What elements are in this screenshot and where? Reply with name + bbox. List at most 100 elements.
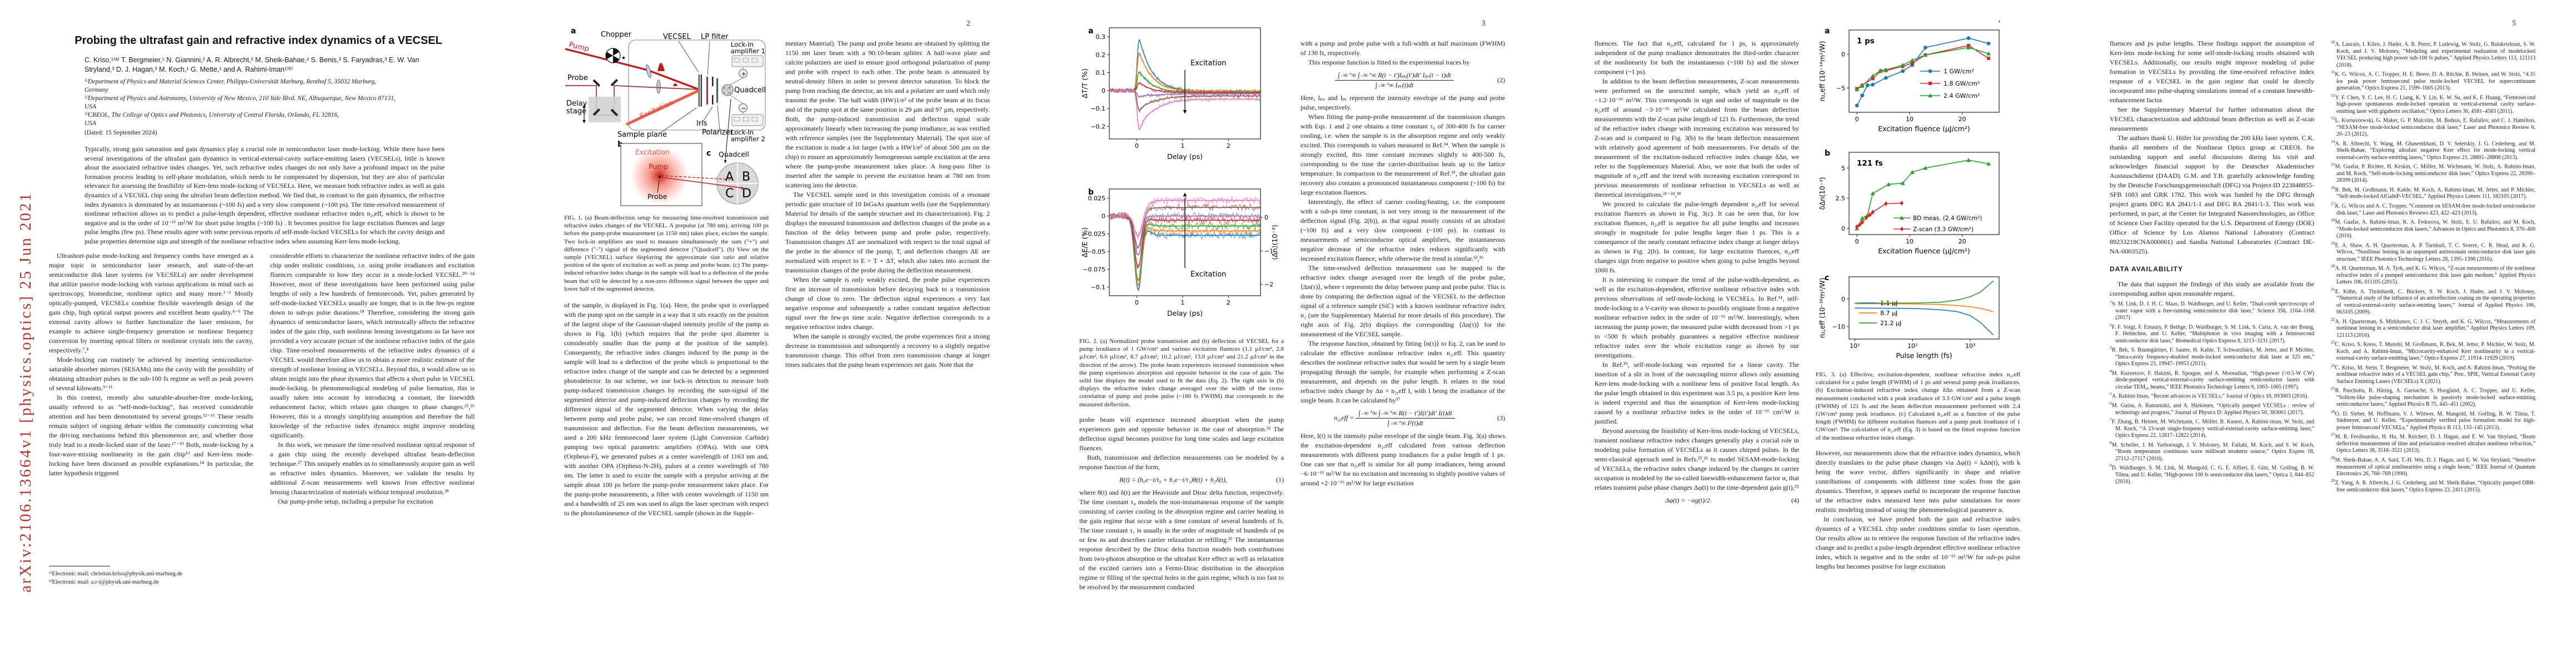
page-number: 3 bbox=[1482, 19, 1486, 27]
paragraph: In addition to the beam deflection measu… bbox=[1595, 77, 1799, 198]
svg-text:−0.2: −0.2 bbox=[1090, 123, 1105, 130]
svg-text:10³: 10³ bbox=[1965, 342, 1975, 350]
iris-bar bbox=[712, 77, 714, 86]
reference-entry: 19E. A. Shaw, A. H. Quarterman, A. P. Tu… bbox=[2331, 240, 2535, 262]
sum-node bbox=[739, 69, 748, 78]
svg-text:−5: −5 bbox=[1836, 84, 1845, 92]
affiliation-line: ¹⁾Department of Physics and Material Sci… bbox=[84, 78, 376, 85]
reference-entry: 16R. Bek, M. Großmann, H. Kahle, M. Koch… bbox=[2331, 185, 2535, 200]
minus-sign: − bbox=[741, 105, 746, 112]
svg-text:Excitation: Excitation bbox=[1190, 59, 1226, 68]
figure-2-pump-probe-traces: a b 0 1 2 0.3 0.2 0.1 0 −0.1 −0.2 0 1 2 0.025 0 −0.025 −0… bbox=[1079, 22, 1284, 334]
svg-text:0: 0 bbox=[1135, 299, 1139, 306]
paragraph: The VECSEL sample used in this investiga… bbox=[785, 191, 990, 274]
leader-line bbox=[707, 41, 710, 75]
svg-text:0: 0 bbox=[1102, 213, 1105, 220]
figure-1-setup-diagram: a Pump Chopper Probe bbox=[564, 23, 769, 211]
deflected-ray-dashed bbox=[661, 175, 733, 180]
abstract: Typically, strong gain saturation and ga… bbox=[84, 145, 445, 245]
column: with a p​ump and probe pulse with a full… bbox=[1301, 39, 1505, 628]
paragraph: The time-resolved deflection measurement… bbox=[1301, 264, 1505, 338]
reference-entry: 26O. D. Sieber, M. Hoffmann, V. J. Wittw… bbox=[2331, 409, 2535, 431]
paragraph: mentary Material). The pump and probe be… bbox=[785, 39, 990, 189]
svg-text:Delay (ps): Delay (ps) bbox=[1167, 309, 1203, 317]
svg-text:1.8 GW/cm²: 1.8 GW/cm² bbox=[1944, 80, 1980, 87]
wire bbox=[729, 94, 744, 104]
svg-text:2.4 GW/cm²: 2.4 GW/cm² bbox=[1944, 92, 1980, 99]
lockin2-label2: amplifier 2 bbox=[731, 135, 765, 143]
reference-entry: 21E. Kühn, A. Thränhardt, C. Bückers, S.… bbox=[2331, 286, 2535, 316]
page-5: 5 fluences and ps pulse lengths. These f… bbox=[2061, 0, 2576, 667]
figure-3-chart: 0 10 20 0 −5 a Excitation fluence (µJ/cm²) n₂,e… bbox=[1816, 22, 2020, 367]
pointer-arrow bbox=[725, 98, 731, 161]
arxiv-watermark: arXiv:2106.13664v1 [physics.optics] 25 J… bbox=[17, 192, 34, 593]
paragraph: fluences. The fact that n₂,eff, calculat… bbox=[1595, 39, 1799, 76]
paragraph: The authors thank U. Höfer for providing… bbox=[2110, 134, 2314, 255]
svg-text:−0.025: −0.025 bbox=[1083, 231, 1105, 238]
reference-entry: 9D. Waldburger, S. M. Link, M. Mangold, … bbox=[2110, 463, 2314, 485]
svg-text:5: 5 bbox=[1841, 165, 1845, 172]
svg-text:Pulse length (fs): Pulse length (fs) bbox=[1896, 351, 1952, 360]
paragraph: This response function is fitted to the … bbox=[1308, 58, 1470, 66]
paragraph: We proceed to calculate the pulse-length… bbox=[1595, 200, 1799, 274]
beam-deflection-diagram: a Pump Chopper Probe bbox=[565, 27, 766, 206]
paragraph: When the sample is only weakly excited, … bbox=[785, 276, 990, 331]
arrowhead bbox=[582, 104, 586, 108]
reference-entry: 14A. R. Albrecht, Y. Wang, M. Ghasemkhan… bbox=[2331, 138, 2535, 161]
affiliation-line: ²⁾Department of Physics and Astronomy, U… bbox=[84, 95, 396, 102]
reference-entry: 4M. Kuznetsov, F. Hakimi, R. Sprague, an… bbox=[2110, 368, 2314, 390]
svg-text:21.2 µJ: 21.2 µJ bbox=[1880, 320, 1901, 327]
paragraph: Beyond assessing the feasibility of Kerr… bbox=[1595, 427, 1799, 491]
svg-text:8.7 µJ: 8.7 µJ bbox=[1880, 310, 1897, 317]
equation: R(t) = (b₀e−t/τ₀ + b₁e−t/τ₁)θ(t) + b₂δ(t… bbox=[1119, 475, 1284, 484]
paragraph: with a p​ump and probe pulse with a full… bbox=[1301, 39, 1505, 57]
reference-entry: 28M. Sheik-Bahae, A. A. Said, T.-H. Wei,… bbox=[2331, 455, 2535, 477]
svg-text:2: 2 bbox=[1227, 299, 1230, 306]
lockin1-label2: amplifier 1 bbox=[731, 47, 765, 55]
svg-text:ΔE/E (%): ΔE/E (%) bbox=[1080, 227, 1089, 257]
svg-text:δΔn(10⁻³): δΔn(10⁻³) bbox=[1818, 177, 1826, 210]
column: a b 0 1 2 0.3 0.2 0.1 0 −0.1 −0.2 0 1 2 0.025 0 −0.025 −0… bbox=[1079, 22, 1284, 634]
leader-line bbox=[702, 106, 713, 123]
footnote-b: ᵇ⁾Electronic mail: a.r-i@physik.uni-marb… bbox=[49, 579, 159, 585]
affiliation-line: USA bbox=[84, 103, 97, 110]
iris-bar2 bbox=[712, 95, 714, 104]
footnote-a: ᵃ⁾Electronic mail: christian.kriso@physi… bbox=[49, 571, 183, 577]
display bbox=[734, 117, 740, 122]
quad-b: B bbox=[742, 170, 750, 184]
chopper-wheel bbox=[605, 48, 625, 63]
quad-c: C bbox=[725, 187, 734, 201]
deflected-ray bbox=[661, 177, 743, 188]
svg-text:1 ps: 1 ps bbox=[1857, 37, 1875, 46]
reference-entry: 11K. G. Wilcox, A. C. Tropper, H. E. Bee… bbox=[2331, 69, 2535, 92]
svg-text:0: 0 bbox=[1135, 142, 1139, 150]
svg-text:0: 0 bbox=[1841, 51, 1845, 58]
svg-text:⟨Δn⟩(10⁻³): ⟨Δn⟩(10⁻³) bbox=[1270, 225, 1279, 260]
lp-filter-label: LP filter bbox=[701, 33, 729, 41]
svg-text:b: b bbox=[1088, 188, 1094, 197]
vecsel-sample-bar bbox=[698, 74, 700, 107]
section-heading: DATA AVAILABILITY bbox=[2110, 265, 2183, 273]
polarizer-label: Polarizer bbox=[702, 128, 734, 137]
column: a Pump Chopper Probe bbox=[564, 23, 769, 635]
svg-text:0: 0 bbox=[1841, 225, 1845, 232]
excitation-beam bbox=[625, 89, 700, 126]
plus-sign: + bbox=[741, 71, 746, 78]
paragraph: Ultrashort-pulse mode-locking and freque… bbox=[49, 252, 253, 354]
reference-entry: 13L. Kornaszewski, G. Maker, G. P. Malco… bbox=[2331, 116, 2535, 138]
arrowhead bbox=[741, 186, 745, 190]
svg-text:BD meas. (2.4 GW/cm²): BD meas. (2.4 GW/cm²) bbox=[1913, 215, 1982, 222]
pump-beam bbox=[565, 48, 700, 91]
reference-entry: 24C. Kriso, M. Stein, T. Bergmeier, W. S… bbox=[2331, 362, 2535, 385]
paragraph: However, our measurements show that the … bbox=[1816, 449, 2020, 514]
display bbox=[751, 117, 758, 122]
page-1: arXiv:2106.13664v1 [physics.optics] 25 J… bbox=[0, 0, 515, 667]
page-title: Probing the ultrafast gain and refractiv… bbox=[74, 34, 442, 47]
column-flow: However, our measurements show that the … bbox=[1816, 449, 2020, 571]
paragraph: where θ(t) and δ(t) are the Heaviside an… bbox=[1079, 488, 1284, 591]
display bbox=[734, 58, 740, 63]
lockin2-label: Lock-In bbox=[731, 128, 754, 136]
reference-entry: 8M. Scheller, J. M. Yarborough, J. V. Mo… bbox=[2110, 440, 2314, 462]
reference-entry: 12Y. F. Chen, Y. C. Lee, H. C. Liang, K.… bbox=[2331, 92, 2535, 115]
